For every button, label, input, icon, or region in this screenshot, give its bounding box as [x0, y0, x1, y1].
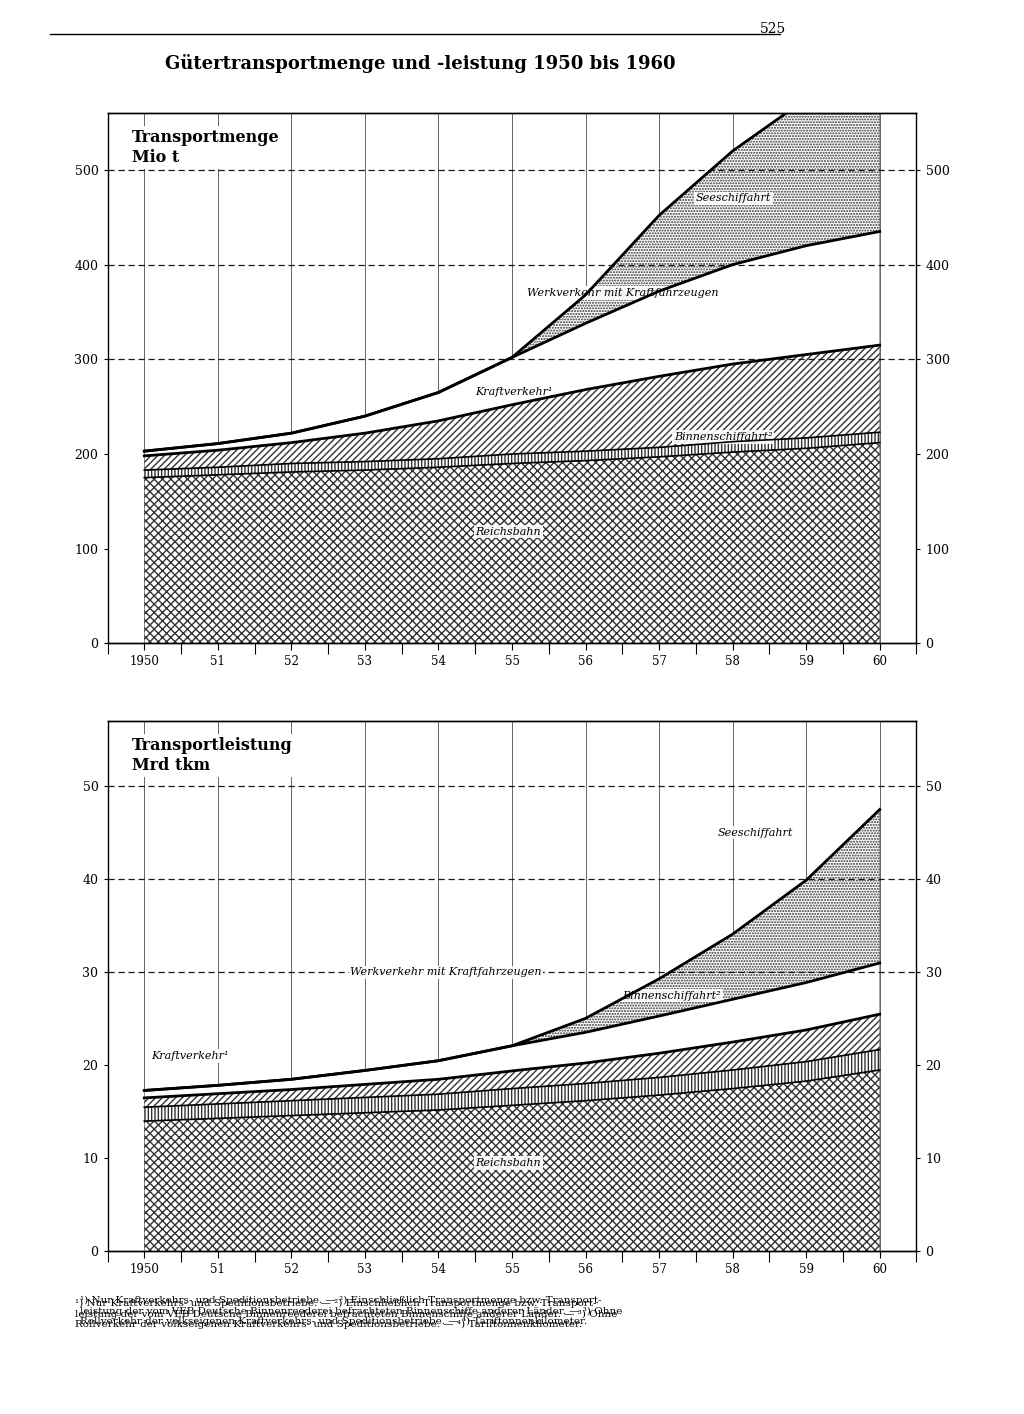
Text: Seeschiffahrt: Seeschiffahrt [696, 194, 771, 204]
Text: Transportmenge
Mio t: Transportmenge Mio t [132, 129, 280, 165]
Text: Werkverkehr mit Kraftfahrzeugen: Werkverkehr mit Kraftfahrzeugen [350, 967, 542, 977]
Text: Binnenschiffahrt²: Binnenschiffahrt² [674, 431, 772, 443]
Text: 525: 525 [760, 23, 786, 35]
Text: Seeschiffahrt: Seeschiffahrt [718, 827, 794, 837]
Text: Transportleistung
Mrd tkm: Transportleistung Mrd tkm [132, 737, 293, 773]
Text: ¹) Nur Kraftverkehrs- und Speditionsbetriebe. — ²) Einschließlich Transportmenge: ¹) Nur Kraftverkehrs- und Speditionsbetr… [75, 1299, 617, 1329]
Text: Reichsbahn: Reichsbahn [475, 1158, 541, 1168]
Text: Werkverkehr mit Kraftfahrzeugen: Werkverkehr mit Kraftfahrzeugen [526, 288, 718, 298]
Text: Kraftverkehr¹: Kraftverkehr¹ [475, 387, 553, 397]
Text: Reichsbahn: Reichsbahn [475, 526, 541, 537]
Text: ¹) Nur Kraftverkehrs- und Speditionsbetriebe. — ²) Einschließlich Transportmenge: ¹) Nur Kraftverkehrs- und Speditionsbetr… [80, 1297, 623, 1326]
Text: Kraftverkehr¹: Kraftverkehr¹ [152, 1051, 229, 1060]
Text: Gütertransportmenge und -leistung 1950 bis 1960: Gütertransportmenge und -leistung 1950 b… [165, 54, 675, 74]
Text: Binnenschiffahrt²: Binnenschiffahrt² [623, 991, 721, 1001]
